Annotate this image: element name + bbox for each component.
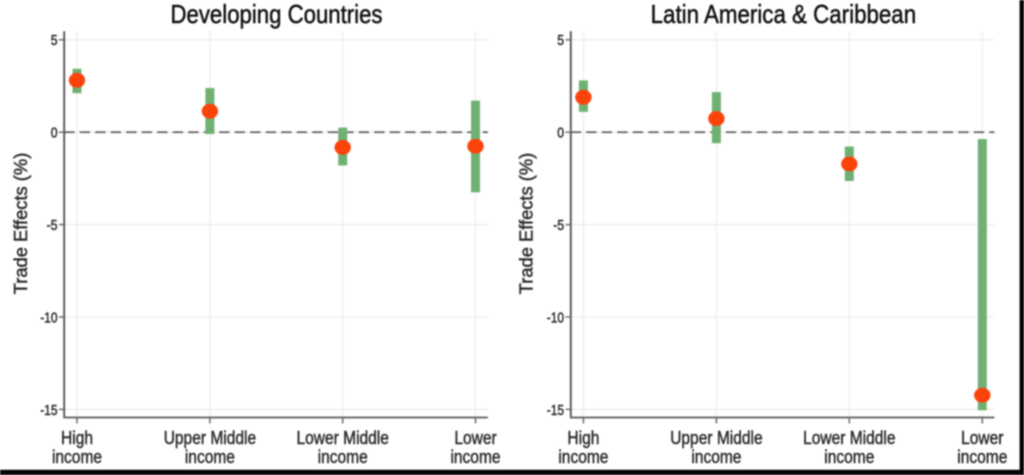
svg-text:Lower Middle: Lower Middle	[803, 427, 895, 448]
svg-text:-10: -10	[547, 309, 564, 326]
svg-text:income: income	[318, 446, 368, 467]
svg-text:income: income	[558, 446, 608, 467]
svg-text:-5: -5	[553, 217, 564, 234]
svg-text:Lower: Lower	[454, 427, 496, 448]
svg-text:0: 0	[557, 125, 564, 142]
svg-text:-5: -5	[47, 217, 58, 234]
svg-text:-15: -15	[40, 402, 57, 419]
svg-text:5: 5	[51, 32, 58, 49]
svg-text:Trade Effects (%): Trade Effects (%)	[516, 153, 536, 295]
svg-text:Lower: Lower	[961, 427, 1003, 448]
svg-text:-10: -10	[40, 309, 57, 326]
svg-text:Developing Countries: Developing Countries	[171, 0, 383, 29]
svg-text:5: 5	[557, 32, 564, 49]
svg-text:income: income	[957, 446, 1007, 467]
svg-text:income: income	[824, 446, 874, 467]
svg-text:income: income	[52, 446, 102, 467]
svg-text:0: 0	[51, 125, 58, 142]
svg-text:Latin America & Caribbean: Latin America & Caribbean	[651, 0, 917, 29]
svg-text:income: income	[450, 446, 500, 467]
svg-text:income: income	[691, 446, 741, 467]
svg-text:High: High	[61, 427, 93, 448]
svg-text:Upper Middle: Upper Middle	[670, 427, 762, 448]
svg-text:Lower Middle: Lower Middle	[297, 427, 389, 448]
svg-text:Upper Middle: Upper Middle	[164, 427, 256, 448]
svg-text:-15: -15	[547, 402, 564, 419]
svg-text:income: income	[185, 446, 235, 467]
svg-text:Trade Effects (%): Trade Effects (%)	[11, 153, 31, 295]
svg-text:High: High	[567, 427, 599, 448]
